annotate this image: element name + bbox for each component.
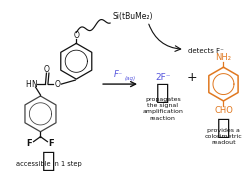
Text: O: O: [73, 31, 79, 40]
Text: H: H: [26, 80, 32, 89]
Text: (aq): (aq): [125, 76, 136, 81]
Text: 2F⁻: 2F⁻: [155, 73, 171, 82]
Text: ⏟: ⏟: [156, 83, 170, 103]
Text: NH₂: NH₂: [215, 53, 231, 62]
Text: CHO: CHO: [214, 106, 233, 115]
Text: detects F⁻: detects F⁻: [188, 48, 224, 54]
Text: accessible in 1 step: accessible in 1 step: [16, 160, 81, 167]
Text: F: F: [49, 139, 54, 148]
Text: propagates
the signal
amplification
reaction: propagates the signal amplification reac…: [142, 97, 183, 121]
Text: Si(tBuMe₂): Si(tBuMe₂): [112, 12, 152, 21]
Text: F⁻: F⁻: [113, 70, 123, 79]
Text: provides a
colorimetric
readout: provides a colorimetric readout: [205, 128, 242, 145]
Text: O: O: [44, 65, 50, 74]
Text: +: +: [186, 71, 197, 84]
Text: ⏟: ⏟: [217, 118, 230, 138]
Text: N: N: [32, 80, 37, 89]
Text: F: F: [27, 139, 32, 148]
Text: O: O: [54, 80, 60, 89]
Text: ⏟: ⏟: [42, 151, 55, 171]
